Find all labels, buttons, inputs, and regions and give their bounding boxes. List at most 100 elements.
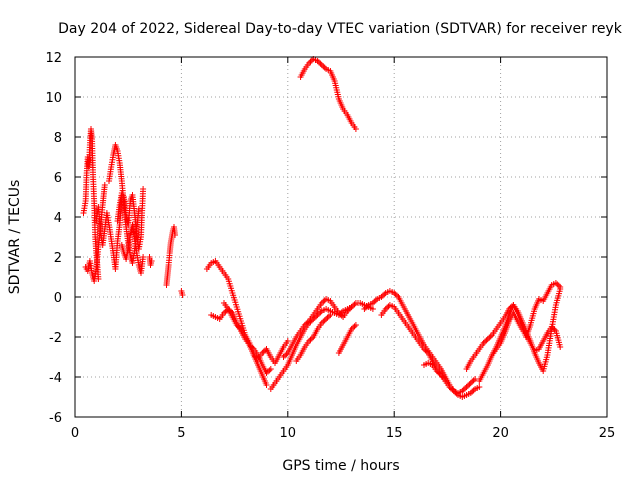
data-point bbox=[447, 385, 454, 392]
data-point bbox=[348, 304, 355, 310]
data-point bbox=[259, 350, 266, 356]
data-point bbox=[384, 304, 391, 311]
x-axis-label: GPS time / hours bbox=[282, 458, 399, 474]
data-point bbox=[459, 388, 466, 394]
data-point bbox=[247, 343, 254, 350]
data-point bbox=[391, 290, 398, 296]
data-point bbox=[394, 292, 401, 299]
data-point bbox=[466, 381, 473, 388]
data-point bbox=[318, 320, 325, 326]
y-tick-label: 4 bbox=[54, 211, 62, 226]
chart-title: Day 204 of 2022, Sidereal Day-to-day VTE… bbox=[58, 21, 623, 37]
data-point bbox=[446, 384, 453, 390]
data-point bbox=[284, 338, 291, 344]
data-point bbox=[320, 318, 327, 325]
data-point bbox=[252, 353, 259, 360]
data-point bbox=[351, 301, 358, 308]
data-point bbox=[320, 63, 327, 70]
data-point bbox=[438, 372, 445, 378]
data-point bbox=[362, 304, 369, 311]
y-tick-label: 2 bbox=[54, 251, 62, 266]
data-point bbox=[220, 310, 227, 316]
y-tick-label: 6 bbox=[54, 171, 62, 186]
y-tick-label: 10 bbox=[45, 91, 62, 106]
data-point bbox=[313, 313, 320, 320]
data-point bbox=[316, 59, 323, 66]
data-point bbox=[264, 368, 271, 375]
data-point bbox=[364, 303, 371, 310]
data-point bbox=[101, 182, 108, 188]
data-point bbox=[338, 312, 345, 319]
data-point bbox=[303, 320, 310, 327]
y-tick-label: -6 bbox=[49, 411, 62, 426]
data-point bbox=[337, 311, 344, 318]
data-point bbox=[470, 387, 477, 394]
data-point bbox=[369, 300, 376, 306]
data-point bbox=[249, 344, 256, 351]
data-point bbox=[555, 282, 562, 289]
data-point bbox=[464, 382, 471, 389]
data-point bbox=[381, 291, 388, 298]
data-point bbox=[246, 342, 253, 348]
data-point bbox=[267, 366, 274, 372]
data-point bbox=[463, 384, 470, 390]
data-point bbox=[283, 351, 290, 358]
data-point bbox=[449, 386, 456, 393]
data-point bbox=[422, 347, 429, 354]
data-point bbox=[371, 298, 378, 305]
y-tick-label: 8 bbox=[54, 131, 62, 146]
data-point bbox=[481, 338, 488, 345]
data-point bbox=[225, 306, 232, 312]
data-point bbox=[345, 306, 352, 313]
data-point bbox=[352, 322, 359, 328]
data-point bbox=[557, 344, 564, 350]
data-point bbox=[433, 368, 440, 374]
y-axis-label: SDTVAR / TECUs bbox=[7, 180, 23, 295]
data-point bbox=[460, 386, 467, 393]
data-point bbox=[548, 324, 555, 330]
data-point bbox=[382, 306, 389, 312]
data-point bbox=[140, 254, 147, 260]
data-point bbox=[301, 322, 308, 328]
data-point bbox=[281, 352, 288, 359]
data-point bbox=[557, 284, 564, 290]
data-point bbox=[392, 291, 399, 298]
x-tick-label: 5 bbox=[177, 426, 185, 441]
data-point bbox=[140, 186, 147, 192]
data-point bbox=[470, 377, 477, 384]
y-tick-label: 0 bbox=[54, 291, 62, 306]
data-point bbox=[321, 64, 328, 71]
data-point bbox=[442, 376, 449, 382]
data-point bbox=[484, 336, 491, 342]
data-point bbox=[321, 317, 328, 324]
x-tick-label: 20 bbox=[492, 426, 509, 441]
data-point bbox=[222, 308, 229, 315]
data-point bbox=[179, 292, 186, 298]
data-point bbox=[551, 326, 558, 333]
data-point bbox=[306, 60, 313, 66]
x-tick-label: 25 bbox=[599, 426, 616, 441]
data-point bbox=[327, 312, 334, 318]
data-point bbox=[280, 354, 287, 360]
data-point bbox=[260, 348, 267, 355]
data-point bbox=[226, 307, 233, 314]
data-point bbox=[316, 310, 323, 317]
axis-ticks: 0 5 10 15 20 25 -6 -4 -2 0 2 4 6 8 10 12 bbox=[45, 51, 615, 441]
data-point bbox=[323, 316, 330, 322]
data-point bbox=[436, 370, 443, 377]
data-point bbox=[352, 126, 359, 132]
data-point bbox=[335, 310, 342, 316]
y-tick-label: -2 bbox=[49, 331, 62, 346]
data-point bbox=[552, 280, 559, 286]
data-point bbox=[439, 373, 446, 380]
data-point bbox=[263, 370, 270, 376]
y-tick-label: -4 bbox=[49, 371, 62, 386]
data-point bbox=[372, 297, 379, 304]
data-point bbox=[469, 378, 476, 385]
data-point bbox=[228, 308, 235, 315]
data-point bbox=[467, 390, 474, 396]
grid bbox=[75, 57, 607, 417]
data-point bbox=[379, 292, 386, 299]
data-point bbox=[487, 333, 494, 340]
